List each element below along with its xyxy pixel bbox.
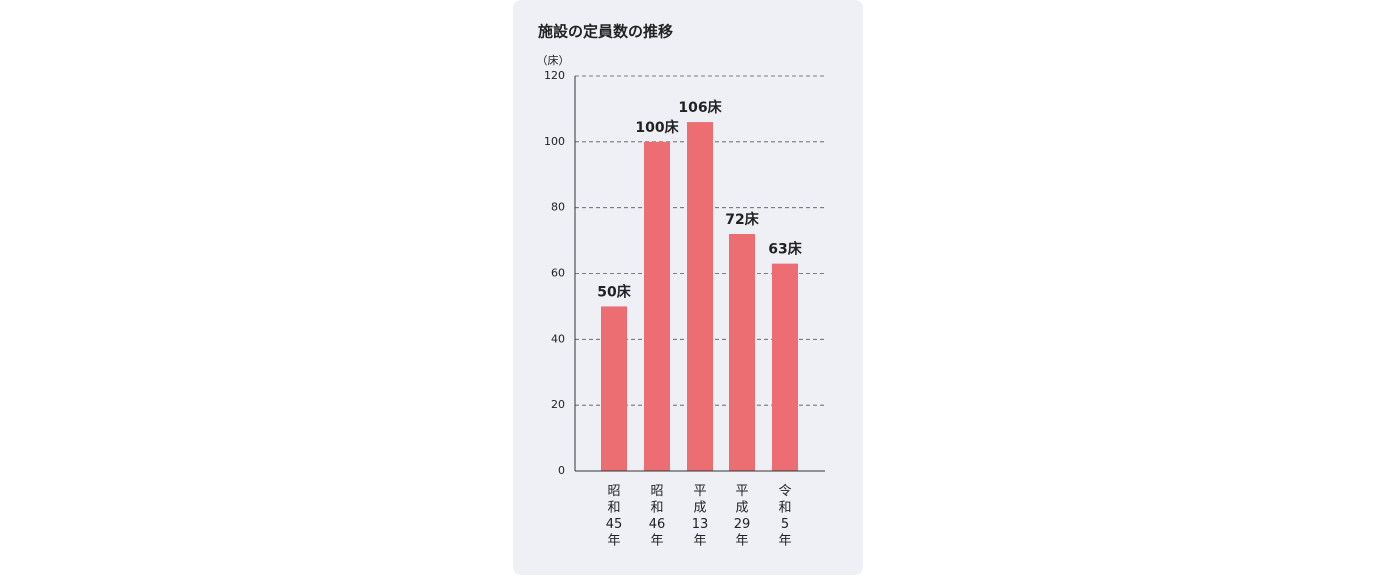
value-label: 100床	[635, 119, 679, 136]
value-label: 106床	[678, 99, 722, 116]
value-label: 72床	[725, 211, 759, 228]
bar	[729, 234, 755, 471]
y-tick-label: 20	[551, 398, 565, 411]
value-label: 63床	[768, 241, 802, 258]
chart-title: 施設の定員数の推移	[538, 23, 673, 41]
x-tick-label: 昭和 45 年	[606, 484, 623, 549]
y-tick-label: 60	[551, 267, 565, 280]
bar	[772, 263, 798, 471]
bar	[644, 141, 670, 472]
y-tick-label: 40	[551, 332, 565, 345]
bar	[601, 306, 627, 471]
y-tick-label: 100	[544, 135, 565, 148]
x-tick-label: 平成 13 年	[692, 484, 709, 549]
x-tick-label: 平成 29 年	[734, 484, 751, 549]
value-label: 50床	[597, 283, 631, 300]
bar	[687, 122, 713, 471]
y-tick-label: 80	[551, 201, 565, 214]
y-tick-label: 0	[558, 464, 565, 477]
x-tick-label: 令和 5 年	[778, 484, 791, 549]
y-axis-label: （床）	[537, 53, 570, 67]
x-tick-label: 昭和 46 年	[649, 484, 666, 549]
y-tick-label: 120	[544, 69, 565, 82]
